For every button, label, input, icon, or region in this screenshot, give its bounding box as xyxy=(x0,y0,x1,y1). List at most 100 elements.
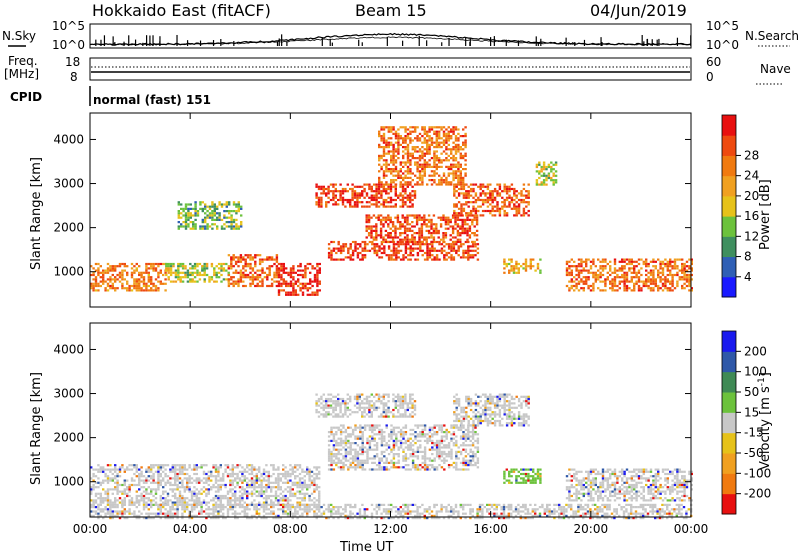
echo-cell xyxy=(628,267,631,270)
echo-cell xyxy=(234,494,237,498)
echo-cell xyxy=(524,267,528,270)
echo-cell xyxy=(491,205,494,208)
echo-cell xyxy=(279,497,282,500)
echo-cell xyxy=(219,483,222,487)
echo-cell xyxy=(430,137,434,140)
echo-cell xyxy=(462,444,465,447)
echo-cell xyxy=(382,225,385,228)
echo-cell xyxy=(198,271,202,274)
echo-cell xyxy=(390,256,393,259)
echo-cell xyxy=(455,190,458,193)
echo-cell xyxy=(147,289,150,292)
echo-cell xyxy=(427,236,431,239)
nsky-tick-high: 10^5 xyxy=(52,19,85,33)
echo-cell xyxy=(284,481,287,484)
echo-cell xyxy=(114,486,117,489)
echo-cell xyxy=(152,289,155,292)
echo-cell xyxy=(361,258,364,261)
echo-cell xyxy=(418,229,421,232)
echo-cell xyxy=(647,265,650,268)
echo-cell xyxy=(440,176,443,179)
echo-cell xyxy=(649,273,653,277)
echo-cell xyxy=(235,225,238,228)
echo-cell xyxy=(683,287,686,290)
echo-cell xyxy=(289,273,293,277)
echo-cell xyxy=(166,481,170,484)
echo-cell xyxy=(392,453,396,456)
echo-cell xyxy=(147,470,150,473)
echo-cell xyxy=(94,492,98,495)
echo-cell xyxy=(188,481,191,484)
echo-cell xyxy=(285,271,288,274)
echo-cell xyxy=(351,466,355,469)
echo-cell xyxy=(385,426,388,429)
echo-cell xyxy=(186,483,189,487)
echo-cell xyxy=(104,472,107,476)
echo-cell xyxy=(123,468,126,471)
echo-cell xyxy=(452,426,456,429)
echo-cell xyxy=(411,214,414,217)
echo-cell xyxy=(318,289,321,292)
echo-cell xyxy=(354,453,357,456)
echo-cell xyxy=(462,256,465,259)
echo-cell xyxy=(199,225,202,228)
echo-cell xyxy=(493,214,497,217)
echo-cell xyxy=(199,203,202,206)
echo-cell xyxy=(520,214,523,217)
echo-cell xyxy=(169,269,173,272)
echo-cell xyxy=(229,481,232,484)
echo-cell xyxy=(390,433,393,436)
echo-cell xyxy=(367,225,371,228)
echo-cell xyxy=(423,214,426,217)
echo-cell xyxy=(462,168,465,171)
echo-cell xyxy=(597,278,600,281)
echo-cell xyxy=(469,209,473,213)
echo-cell xyxy=(454,126,458,129)
echo-cell xyxy=(116,490,119,493)
echo-cell xyxy=(184,276,187,279)
echo-cell xyxy=(666,262,669,266)
echo-cell xyxy=(154,488,158,491)
echo-cell xyxy=(165,267,168,270)
echo-cell xyxy=(457,181,460,184)
echo-cell xyxy=(255,481,258,484)
echo-cell xyxy=(367,214,371,217)
echo-cell xyxy=(284,497,287,500)
echo-cell xyxy=(409,249,412,252)
echo-cell xyxy=(183,490,186,493)
echo-cell xyxy=(439,218,443,221)
echo-cell xyxy=(466,238,469,241)
echo-cell xyxy=(404,453,408,456)
echo-cell xyxy=(97,468,100,471)
echo-cell xyxy=(661,282,665,285)
echo-cell xyxy=(317,198,321,202)
echo-cell xyxy=(444,236,448,239)
echo-cell xyxy=(423,457,427,460)
echo-cell xyxy=(387,218,390,221)
echo-cell xyxy=(97,271,100,274)
echo-cell xyxy=(430,232,433,235)
echo-cell xyxy=(423,163,426,166)
echo-cell xyxy=(180,212,183,215)
echo-cell xyxy=(508,185,511,188)
echo-cell xyxy=(671,260,674,263)
echo-cell xyxy=(471,256,475,259)
echo-cell xyxy=(260,486,263,489)
echo-cell xyxy=(396,214,400,217)
echo-cell xyxy=(308,479,311,482)
echo-cell xyxy=(133,287,136,290)
echo-cell xyxy=(654,282,657,285)
echo-cell xyxy=(375,251,379,255)
echo-cell xyxy=(150,287,153,290)
echo-cell xyxy=(618,260,621,263)
echo-cell xyxy=(445,446,448,449)
echo-cell xyxy=(409,196,412,199)
echo-cell xyxy=(396,216,400,219)
echo-cell xyxy=(385,461,388,464)
echo-cell xyxy=(385,192,388,195)
echo-cell xyxy=(587,258,590,261)
echo-cell xyxy=(220,273,223,277)
echo-cell xyxy=(356,247,360,250)
echo-cell xyxy=(246,490,249,493)
echo-cell xyxy=(246,494,249,498)
